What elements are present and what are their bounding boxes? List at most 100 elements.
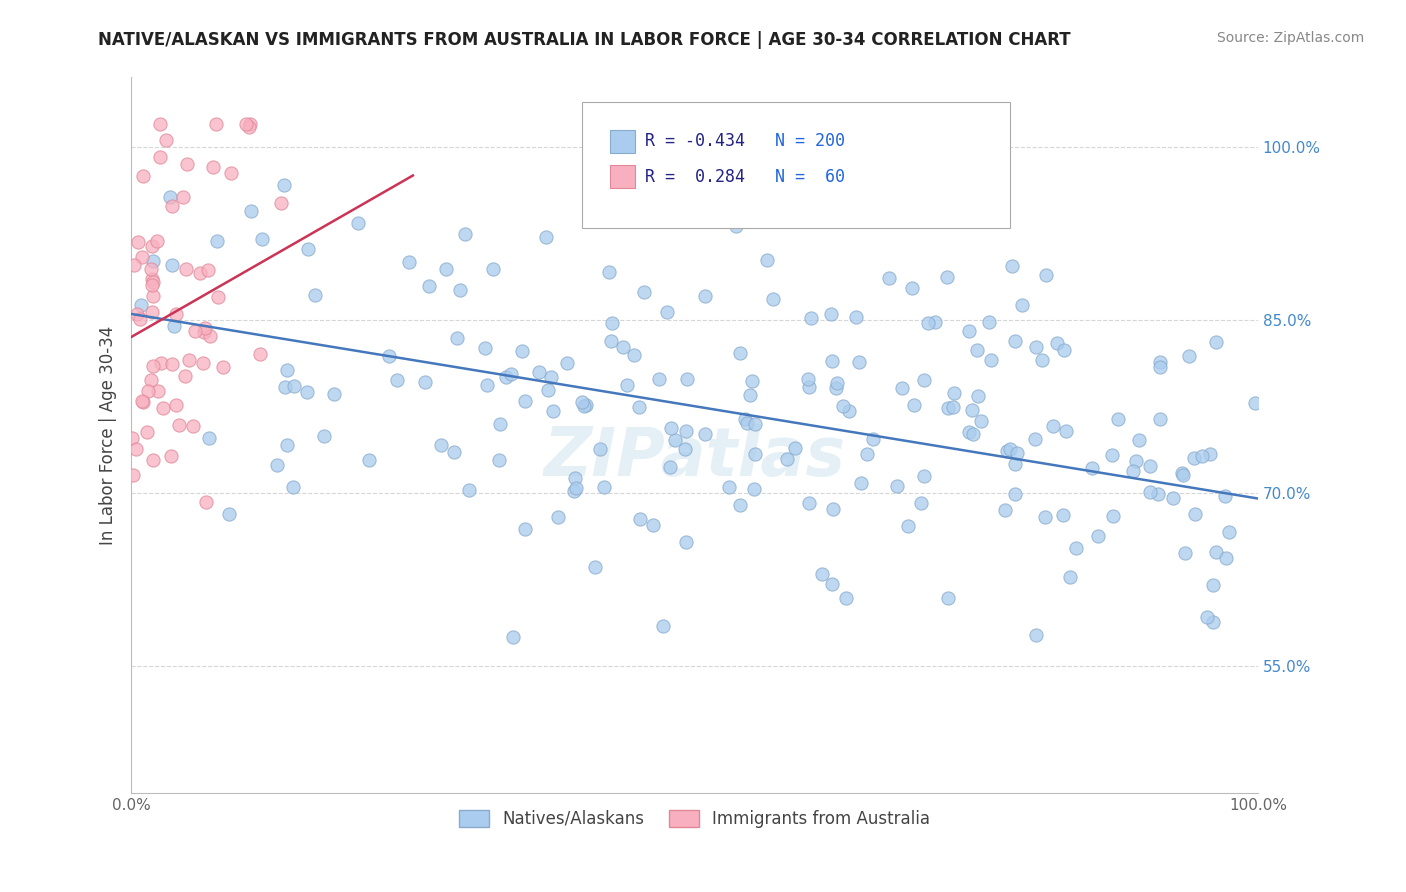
Point <box>1139 485 1161 500</box>
Point <box>901 281 924 295</box>
Point <box>675 425 697 439</box>
Point <box>602 317 624 331</box>
Point <box>1205 545 1227 559</box>
Point <box>152 401 174 415</box>
Text: R =  0.284: R = 0.284 <box>645 168 745 186</box>
Text: N = 200: N = 200 <box>775 132 845 150</box>
Point <box>141 277 163 292</box>
Point <box>651 619 673 633</box>
FancyBboxPatch shape <box>582 103 1010 227</box>
Point <box>1004 486 1026 500</box>
Point <box>797 380 820 394</box>
Point <box>1059 569 1081 583</box>
Point <box>132 395 155 409</box>
Point <box>238 120 260 134</box>
Point <box>675 442 697 457</box>
Point <box>1000 442 1022 457</box>
Point <box>510 343 533 358</box>
Point <box>762 292 785 306</box>
Point <box>139 373 162 387</box>
Point <box>266 458 288 472</box>
Point <box>235 117 257 131</box>
Point <box>458 483 481 497</box>
Point <box>142 289 165 303</box>
Point <box>502 631 524 645</box>
Point <box>914 469 936 483</box>
Point <box>131 394 153 409</box>
Point <box>312 429 335 443</box>
Point <box>737 140 759 154</box>
Text: Source: ZipAtlas.com: Source: ZipAtlas.com <box>1216 31 1364 45</box>
Point <box>434 261 457 276</box>
Point <box>785 441 807 455</box>
Point <box>628 400 651 414</box>
Point <box>994 503 1017 517</box>
Point <box>571 395 593 409</box>
Point <box>513 523 536 537</box>
Point <box>1122 464 1144 478</box>
Point <box>378 349 401 363</box>
Point <box>1149 359 1171 374</box>
Point <box>827 376 849 390</box>
Y-axis label: In Labor Force | Age 30-34: In Labor Force | Age 30-34 <box>100 326 117 545</box>
Point <box>475 377 498 392</box>
Point <box>122 258 145 272</box>
Point <box>219 166 242 180</box>
Point <box>163 318 186 333</box>
Point <box>890 381 912 395</box>
Point <box>322 387 344 401</box>
Point <box>1139 459 1161 474</box>
Point <box>173 368 195 383</box>
Point <box>1035 268 1057 282</box>
Point <box>835 591 858 605</box>
Point <box>1031 353 1053 368</box>
Point <box>131 169 153 183</box>
Point <box>413 375 436 389</box>
Point <box>616 377 638 392</box>
Point <box>1033 510 1056 524</box>
Point <box>398 255 420 269</box>
Point <box>195 495 218 509</box>
Point <box>877 270 900 285</box>
Point <box>276 438 298 452</box>
Point <box>197 263 219 277</box>
Point <box>125 307 148 321</box>
Point <box>741 374 763 388</box>
Point <box>936 269 959 284</box>
Point <box>160 199 183 213</box>
Point <box>385 373 408 387</box>
Point <box>155 133 177 147</box>
Point <box>179 352 201 367</box>
Point <box>1195 610 1218 624</box>
Point <box>1125 454 1147 468</box>
Point <box>1102 508 1125 523</box>
Point <box>856 196 879 211</box>
Point <box>585 560 607 574</box>
Point <box>482 261 505 276</box>
Point <box>1001 259 1024 273</box>
Text: R = -0.434: R = -0.434 <box>645 132 745 150</box>
Point <box>273 178 295 193</box>
Point <box>838 404 860 418</box>
Point <box>1004 457 1026 471</box>
Point <box>148 150 170 164</box>
Point <box>728 498 751 512</box>
Point <box>142 359 165 373</box>
Point <box>574 398 596 412</box>
Point <box>565 481 588 495</box>
Point <box>283 379 305 393</box>
Point <box>555 356 578 370</box>
Point <box>910 496 932 510</box>
Point <box>1191 449 1213 463</box>
Point <box>165 307 187 321</box>
Point <box>537 384 560 398</box>
Point <box>136 425 159 439</box>
Point <box>855 447 877 461</box>
Point <box>962 426 984 441</box>
Point <box>592 480 614 494</box>
Point <box>276 363 298 377</box>
Point <box>1107 411 1129 425</box>
Point <box>849 475 872 490</box>
Point <box>641 518 664 533</box>
Point <box>676 371 699 385</box>
